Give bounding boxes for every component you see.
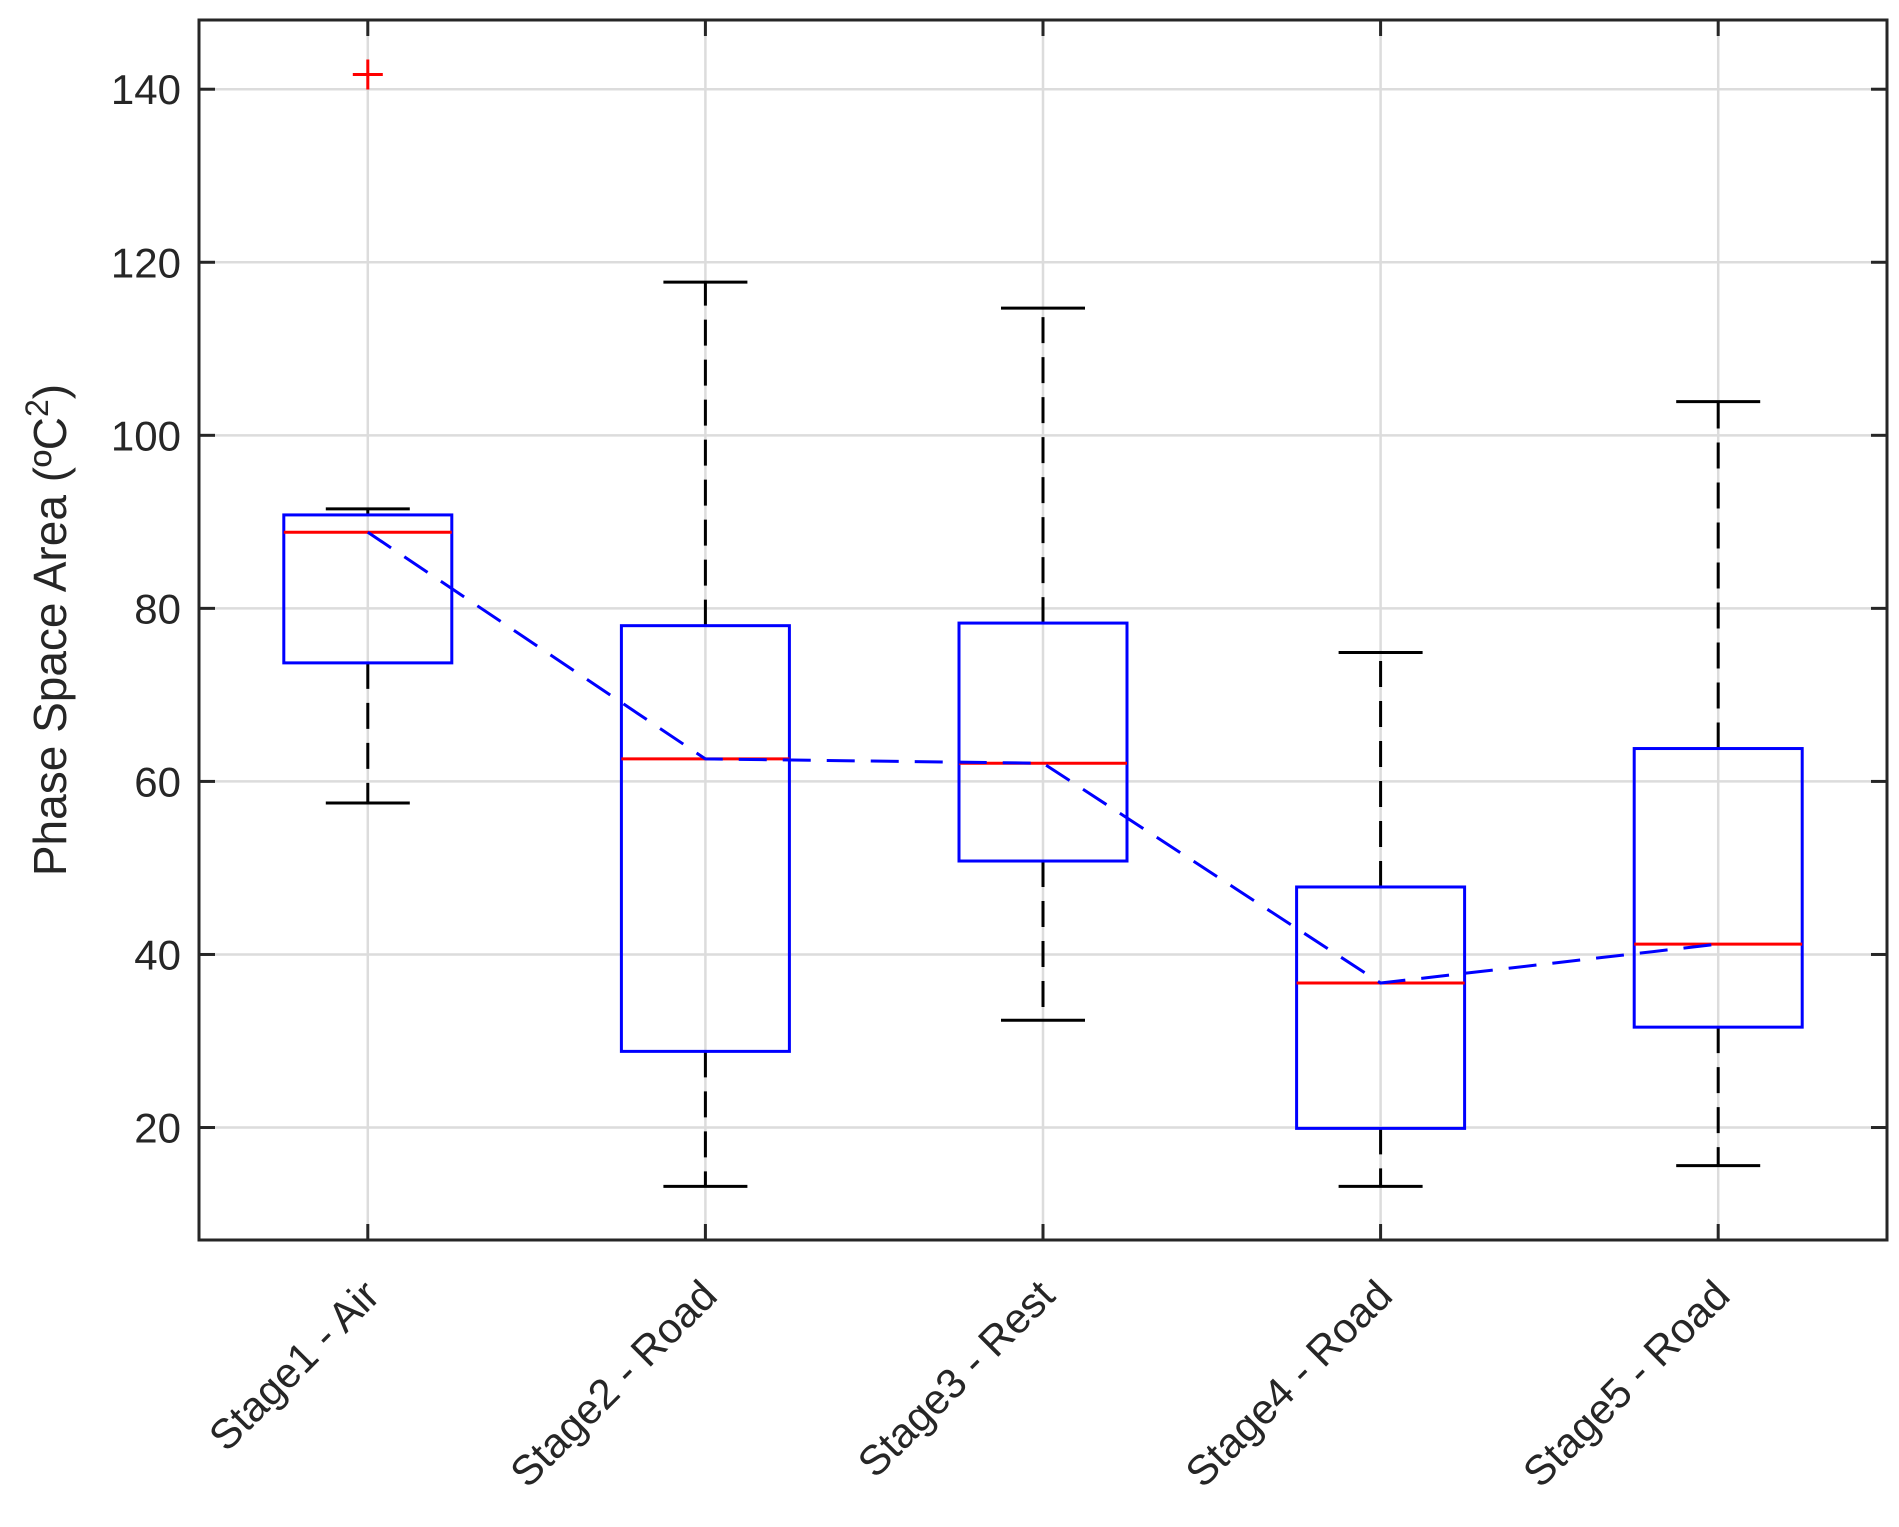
x-category-label: Stage3 - Rest (849, 1271, 1064, 1486)
box-plot-series (282, 59, 1804, 1188)
y-tick-label: 120 (111, 239, 181, 286)
box-1 (282, 59, 454, 805)
iqr-box (619, 624, 791, 1053)
y-tick-label: 20 (134, 1105, 181, 1152)
iqr-box (1632, 747, 1804, 1029)
y-tick-label: 60 (134, 758, 181, 805)
y-axis-title: Phase Space Area (ºC2) (19, 384, 76, 876)
y-axis-title-superscript: 2 (19, 399, 55, 417)
x-category-label: Stage1 - Air (200, 1271, 388, 1459)
y-tick-label: 40 (134, 931, 181, 978)
x-category-label: Stage5 - Road (1514, 1271, 1739, 1496)
iqr-box (957, 621, 1129, 863)
box-5 (1632, 400, 1804, 1168)
y-tick-label: 80 (134, 585, 181, 632)
axes: 20 40 60 80 100 120 140 Stage1 - Air Stage2 - Ro… (111, 18, 1889, 1496)
y-tick-label: 100 (111, 412, 181, 459)
grid-lines (199, 20, 1887, 1240)
iqr-box (1295, 885, 1467, 1130)
median-trend-line (366, 530, 1719, 985)
x-category-label: Stage4 - Road (1176, 1271, 1401, 1496)
box-4 (1295, 650, 1467, 1188)
y-axis-title-suffix: ) (24, 384, 76, 399)
outlier-marker (352, 59, 383, 90)
box-3 (957, 306, 1129, 1022)
y-tick-label: 140 (111, 66, 181, 113)
x-category-label: Stage2 - Road (501, 1271, 726, 1496)
